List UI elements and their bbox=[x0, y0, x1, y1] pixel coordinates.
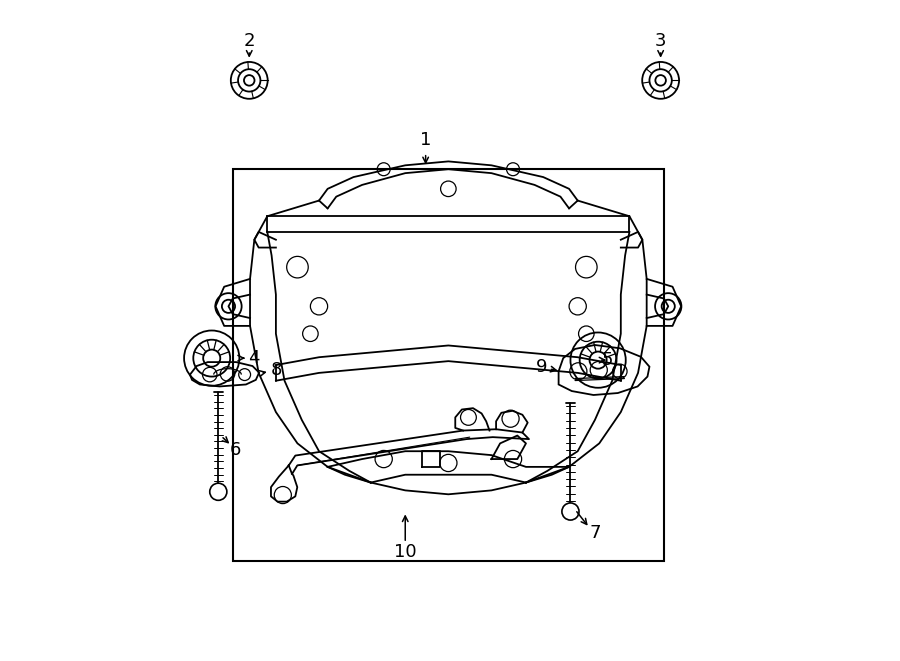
Circle shape bbox=[562, 503, 579, 520]
Text: 10: 10 bbox=[394, 543, 417, 561]
Text: 1: 1 bbox=[420, 132, 431, 149]
Text: 6: 6 bbox=[230, 442, 241, 459]
Bar bbox=[233, 169, 664, 561]
Text: 9: 9 bbox=[536, 358, 547, 376]
Text: 8: 8 bbox=[271, 361, 283, 379]
Text: 4: 4 bbox=[248, 349, 259, 367]
Text: 7: 7 bbox=[590, 524, 601, 542]
Text: 2: 2 bbox=[244, 32, 255, 50]
Text: 3: 3 bbox=[655, 32, 666, 50]
Circle shape bbox=[210, 483, 227, 500]
Text: 5: 5 bbox=[601, 351, 613, 369]
